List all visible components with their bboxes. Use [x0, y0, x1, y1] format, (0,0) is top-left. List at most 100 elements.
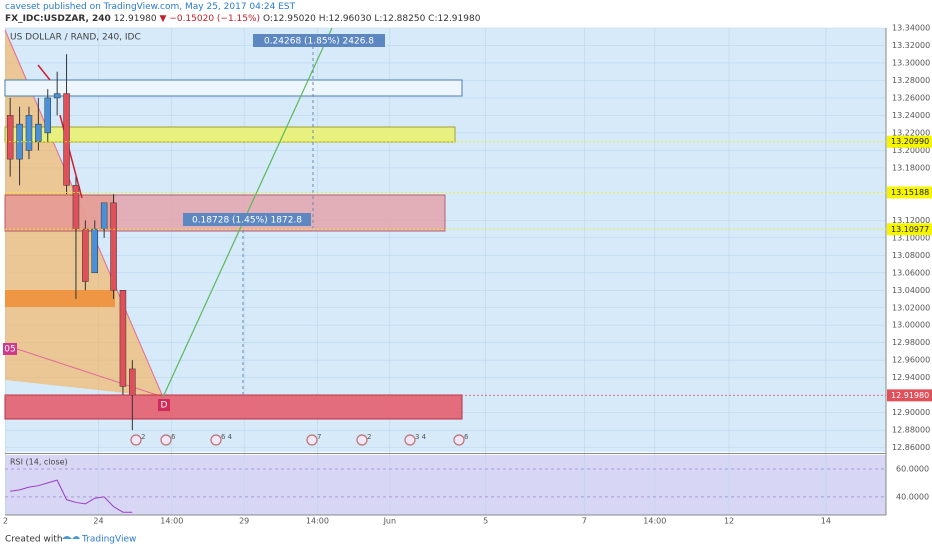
- footer-created: Created with: [5, 535, 63, 545]
- y-tick-label: 12.88000: [892, 426, 930, 435]
- rsi-title: RSI (14, close): [10, 458, 68, 467]
- candle-body: [82, 228, 89, 282]
- x-tick-label: 2: [3, 517, 8, 526]
- rsi-line: [10, 479, 133, 513]
- change: ▼ −0.15020 (−1.15%): [160, 14, 261, 24]
- y-tick-label: 13.00000: [892, 321, 930, 330]
- price-label-box: [887, 389, 932, 402]
- x-tick-label: 7: [582, 517, 587, 526]
- rsi-band: [5, 455, 886, 515]
- chart-title: US DOLLAR / RAND, 240, IDC: [10, 33, 141, 43]
- measure-box: [253, 34, 385, 47]
- price-label: 13.15188: [891, 188, 929, 197]
- symbol-line: FX_IDC:USDZAR, 240 12.91980 ▼ −0.15020 (…: [5, 14, 481, 24]
- y-tick-label: 13.26000: [892, 93, 930, 102]
- price-label-box: [887, 135, 932, 148]
- y-tick-label: 13.04000: [892, 286, 930, 295]
- x-tick-label: 5: [483, 517, 488, 526]
- candle-body: [63, 93, 70, 186]
- event-icon: [356, 434, 368, 446]
- x-tick-label: 29: [239, 517, 249, 526]
- measure-label: 0.24268 (1.85%) 2426.8: [264, 37, 374, 47]
- y-tick-label: 12.86000: [892, 443, 930, 452]
- event-label: 7: [317, 433, 321, 441]
- y-tick-label: 13.30000: [892, 58, 930, 67]
- y-tick-label: 13.02000: [892, 303, 930, 312]
- y-tick-label: 12.94000: [892, 373, 930, 382]
- price-label-box: [887, 223, 932, 236]
- brand-logo: [62, 536, 80, 539]
- y-tick-label: 13.08000: [892, 251, 930, 260]
- x-tick-label: 14:00: [306, 517, 329, 526]
- arrow: [37, 64, 51, 81]
- y-tick-label: 40.0000: [896, 492, 929, 501]
- publisher: caveset published on TradingView.com, Ma…: [5, 2, 296, 12]
- y-tick-label: 13.12000: [892, 216, 930, 225]
- x-tick-label: 24: [93, 517, 103, 526]
- x-tick-label: Jun: [383, 517, 397, 526]
- ohlc: O:12.95020 H:12.96030 L:12.88250 C:12.91…: [263, 14, 481, 24]
- pattern-label-box: [3, 343, 17, 355]
- price-label: 13.20990: [891, 137, 929, 146]
- event-icon: [160, 434, 172, 446]
- y-tick-label: 13.18000: [892, 163, 930, 172]
- last-price: 12.91980: [114, 14, 157, 24]
- candle-body: [44, 97, 52, 134]
- y-tick-label: 13.34000: [892, 24, 930, 33]
- x-tick-label: 14:00: [160, 517, 183, 526]
- footer-brand: TradingView: [81, 535, 136, 545]
- x-tick-label: 12: [724, 517, 734, 526]
- candle-body: [129, 368, 136, 396]
- y-tick-label: 13.06000: [892, 268, 930, 277]
- candle-body: [100, 202, 108, 230]
- pattern-label-box: [158, 399, 170, 411]
- event-icon: [130, 434, 142, 446]
- publisher-text: caveset published on TradingView.com, Ma…: [5, 2, 296, 12]
- candle-body: [53, 93, 61, 99]
- y-tick-label: 13.28000: [892, 76, 930, 85]
- y-tick-label: 13.20000: [892, 146, 930, 155]
- candle-body: [72, 185, 80, 230]
- symbol: FX_IDC:USDZAR, 240: [5, 14, 111, 24]
- zone: [5, 290, 115, 307]
- y-tick-label: 13.22000: [892, 128, 930, 137]
- event-icon: [453, 434, 465, 446]
- price-label: 12.91980: [891, 391, 929, 400]
- candle-body: [110, 202, 117, 291]
- y-tick-label: 12.98000: [892, 338, 930, 347]
- zone: [4, 394, 463, 420]
- event-label: 2: [367, 433, 371, 441]
- price-label-box: [887, 186, 932, 199]
- event-label: 3 4: [415, 433, 427, 441]
- y-tick-label: 13.10000: [892, 233, 930, 242]
- y-tick-label: 60.0000: [896, 464, 929, 473]
- pattern-label: 05: [4, 345, 15, 355]
- y-tick-label: 13.24000: [892, 111, 930, 120]
- candle-body: [35, 123, 42, 142]
- candle-body: [6, 115, 14, 160]
- pattern-label: D: [161, 401, 168, 411]
- event-icon: [404, 434, 416, 446]
- zone: [4, 126, 456, 143]
- candles: [6, 54, 136, 431]
- zone: [4, 79, 463, 97]
- event-label: 6: [171, 433, 176, 441]
- event-icon: [306, 434, 318, 446]
- candle-body: [25, 115, 33, 151]
- event-label: 2: [141, 433, 145, 441]
- y-tick-label: 12.90000: [892, 408, 930, 417]
- candle-body: [91, 228, 98, 274]
- candle-body: [119, 290, 127, 387]
- projection-line: [162, 27, 333, 398]
- event-label: 6: [464, 433, 469, 441]
- x-tick-label: 14:00: [643, 517, 666, 526]
- x-tick-label: 14: [821, 517, 831, 526]
- measure-box: [183, 213, 311, 226]
- event-label: 6 4: [221, 433, 233, 441]
- measure-label: 0.18728 (1.45%) 1872.8: [192, 216, 302, 226]
- price-label: 13.10977: [891, 225, 929, 234]
- y-tick-label: 12.96000: [892, 356, 930, 365]
- y-tick-label: 13.32000: [892, 41, 930, 50]
- event-icon: [210, 434, 222, 446]
